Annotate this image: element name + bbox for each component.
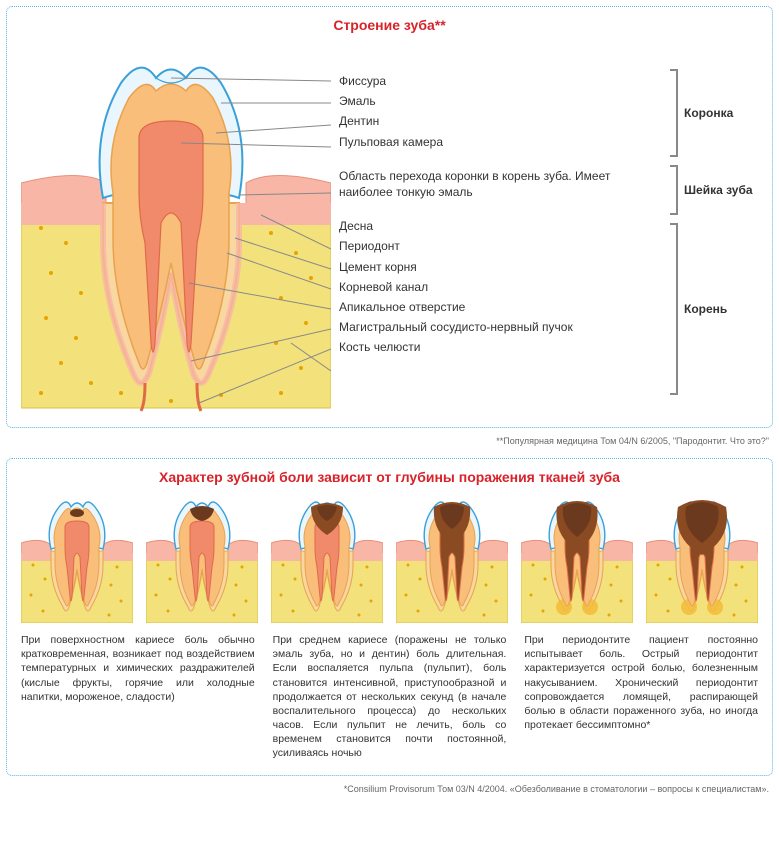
pain-citation: *Consilium Provisorum Том 03/N 4/2004. «… xyxy=(6,784,769,794)
label-fissure: Фиссура xyxy=(339,71,662,91)
stage-2 xyxy=(146,495,258,623)
label-root-canal: Корневой канал xyxy=(339,277,662,297)
anatomy-citation: **Популярная медицина Том 04/N 6/2005, "… xyxy=(6,436,769,446)
label-periodont: Периодонт xyxy=(339,236,662,256)
desc-periodontitis: При периодонтите пациент постоянно испыт… xyxy=(524,633,758,761)
description-row: При поверхностном кариесе боль обычно кр… xyxy=(21,633,758,761)
label-enamel: Эмаль xyxy=(339,91,662,111)
label-neck: Область перехода коронки в корень зуба. … xyxy=(339,166,662,202)
stage-5 xyxy=(521,495,633,623)
pain-title: Характер зубной боли зависит от глубины … xyxy=(21,469,758,485)
label-apical: Апикальное отверстие xyxy=(339,297,662,317)
desc-medium: При среднем кариесе (поражены не только … xyxy=(273,633,507,761)
label-column: Фиссура Эмаль Дентин Пульповая камера Об… xyxy=(339,43,662,357)
desc-superficial: При поверхностном кариесе боль обычно кр… xyxy=(21,633,255,761)
section-neck: Шейка зуба xyxy=(670,165,758,215)
pain-panel: Характер зубной боли зависит от глубины … xyxy=(6,458,773,776)
stage-6 xyxy=(646,495,758,623)
anatomy-row: Фиссура Эмаль Дентин Пульповая камера Об… xyxy=(21,43,758,413)
label-dentin: Дентин xyxy=(339,111,662,131)
section-root: Корень xyxy=(670,223,758,395)
stage-3 xyxy=(271,495,383,623)
stage-1 xyxy=(21,495,133,623)
label-bone: Кость челюсти xyxy=(339,337,662,357)
stage-4 xyxy=(396,495,508,623)
section-column: Коронка Шейка зуба Корень xyxy=(670,43,758,403)
label-gum: Десна xyxy=(339,216,662,236)
label-cementum: Цемент корня xyxy=(339,257,662,277)
tooth-anatomy-svg xyxy=(21,43,331,413)
label-pulp-chamber: Пульповая камера xyxy=(339,132,662,152)
stage-row xyxy=(21,495,758,623)
anatomy-title: Строение зуба** xyxy=(21,17,758,33)
label-vessel: Магистральный сосудисто-нервный пучок xyxy=(339,317,662,337)
section-crown: Коронка xyxy=(670,69,758,157)
tooth-diagram xyxy=(21,43,331,413)
anatomy-panel: Строение зуба** xyxy=(6,6,773,428)
